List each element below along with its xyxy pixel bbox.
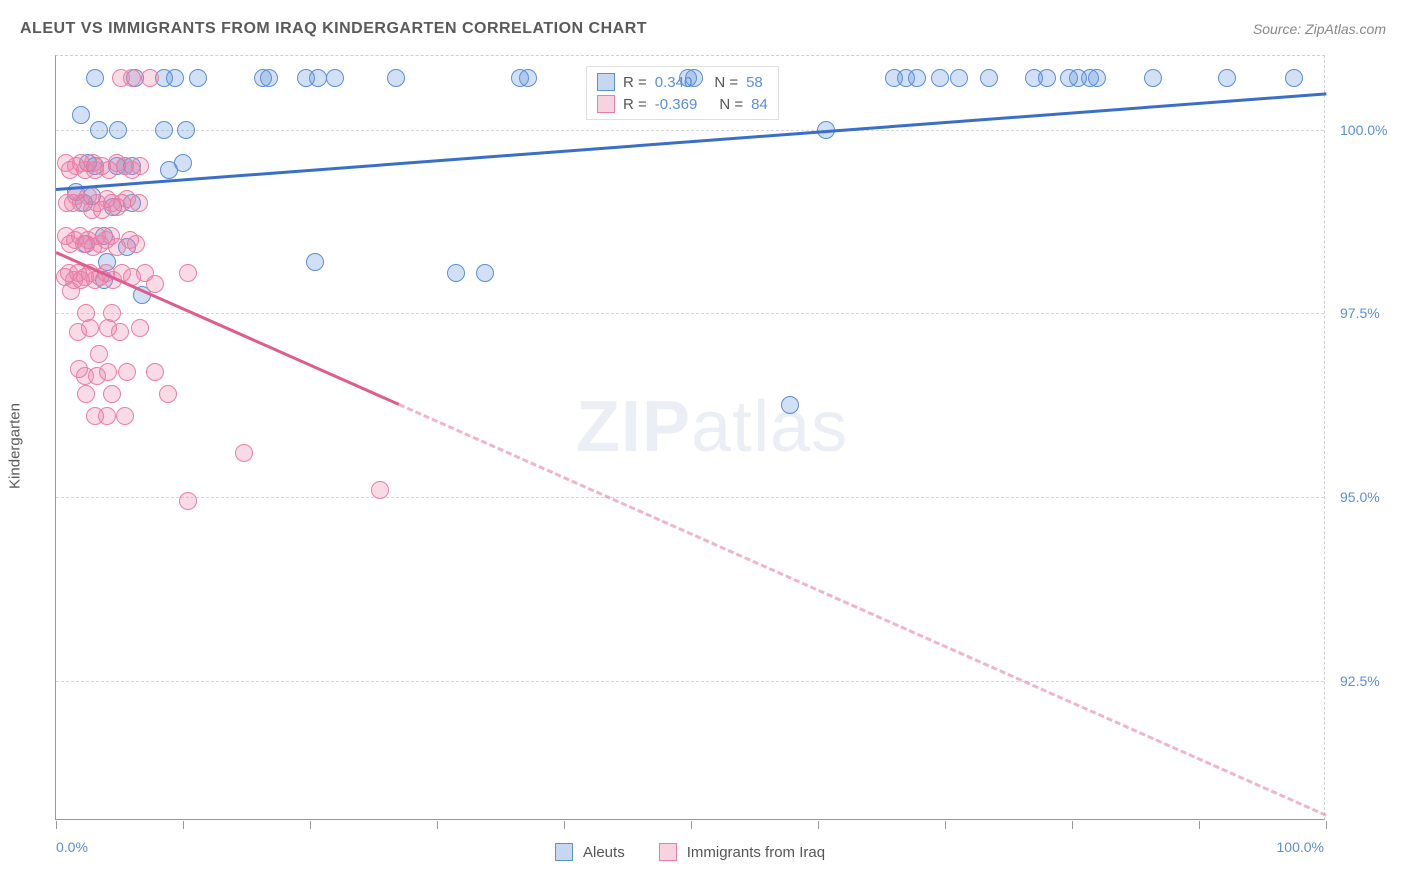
data-point	[1285, 69, 1303, 87]
watermark-strong: ZIP	[576, 387, 691, 467]
data-point	[99, 363, 117, 381]
x-tick-mark	[1326, 821, 1327, 829]
data-point	[111, 323, 129, 341]
legend-swatch	[597, 95, 615, 113]
plot-area: ZIPatlas R =0.340N =58R =-0.369N =84 92.…	[55, 55, 1325, 820]
x-tick-mark	[818, 821, 819, 829]
gridline-horizontal	[56, 130, 1324, 131]
data-point	[159, 385, 177, 403]
data-point	[72, 106, 90, 124]
legend-series-label: Immigrants from Iraq	[687, 844, 825, 861]
regression-line-dashed	[398, 403, 1326, 817]
watermark-light: atlas	[691, 387, 848, 467]
data-point	[908, 69, 926, 87]
gridline-horizontal	[56, 313, 1324, 314]
r-label: R =	[623, 74, 647, 91]
y-axis-label: Kindergarten	[7, 403, 24, 489]
data-point	[118, 363, 136, 381]
x-tick-mark	[945, 821, 946, 829]
x-tick-mark	[1199, 821, 1200, 829]
data-point	[235, 444, 253, 462]
data-point	[90, 121, 108, 139]
data-point	[950, 69, 968, 87]
legend-swatch	[597, 73, 615, 91]
data-point	[306, 253, 324, 271]
r-label: R =	[623, 96, 647, 113]
legend-swatch	[555, 843, 573, 861]
r-value: -0.369	[655, 96, 698, 113]
data-point	[103, 385, 121, 403]
chart-header: ALEUT VS IMMIGRANTS FROM IRAQ KINDERGART…	[20, 20, 1386, 38]
x-tick-mark	[1072, 821, 1073, 829]
data-point	[90, 345, 108, 363]
data-point	[519, 69, 537, 87]
plot-wrapper: ZIPatlas R =0.340N =58R =-0.369N =84 92.…	[55, 55, 1385, 845]
n-value: 58	[746, 74, 763, 91]
data-point	[98, 407, 116, 425]
data-point	[177, 121, 195, 139]
x-tick-mark	[56, 821, 57, 829]
y-tick-label: 92.5%	[1340, 673, 1380, 689]
x-tick-label: 0.0%	[56, 839, 88, 855]
data-point	[1038, 69, 1056, 87]
y-tick-label: 95.0%	[1340, 489, 1380, 505]
legend-series-label: Aleuts	[583, 844, 625, 861]
data-point	[179, 264, 197, 282]
n-label: N =	[719, 96, 743, 113]
data-point	[476, 264, 494, 282]
data-point	[309, 69, 327, 87]
data-point	[109, 121, 127, 139]
data-point	[141, 69, 159, 87]
watermark: ZIPatlas	[576, 386, 848, 468]
data-point	[146, 363, 164, 381]
data-point	[931, 69, 949, 87]
data-point	[77, 385, 95, 403]
data-point	[189, 69, 207, 87]
data-point	[1144, 69, 1162, 87]
data-point	[781, 396, 799, 414]
data-point	[123, 69, 141, 87]
data-point	[1088, 69, 1106, 87]
data-point	[371, 481, 389, 499]
data-point	[260, 69, 278, 87]
data-point	[130, 194, 148, 212]
data-point	[387, 69, 405, 87]
data-point	[326, 69, 344, 87]
data-point	[1218, 69, 1236, 87]
data-point	[447, 264, 465, 282]
chart-title: ALEUT VS IMMIGRANTS FROM IRAQ KINDERGART…	[20, 20, 647, 38]
data-point	[127, 235, 145, 253]
legend-series: Aleuts Immigrants from Iraq	[555, 843, 849, 861]
source-attribution: Source: ZipAtlas.com	[1253, 21, 1386, 37]
legend-swatch	[659, 843, 677, 861]
n-value: 84	[751, 96, 768, 113]
data-point	[116, 407, 134, 425]
y-tick-label: 100.0%	[1340, 122, 1387, 138]
data-point	[86, 69, 104, 87]
data-point	[146, 275, 164, 293]
gridline-horizontal	[56, 497, 1324, 498]
n-label: N =	[714, 74, 738, 91]
y-tick-label: 97.5%	[1340, 305, 1380, 321]
x-tick-mark	[310, 821, 311, 829]
data-point	[980, 69, 998, 87]
x-tick-mark	[183, 821, 184, 829]
data-point	[155, 121, 173, 139]
x-tick-label: 100.0%	[1277, 839, 1324, 855]
legend-stats-row: R = -0.369 N = 84	[597, 93, 768, 115]
data-point	[131, 319, 149, 337]
x-tick-mark	[564, 821, 565, 829]
data-point	[131, 157, 149, 175]
data-point	[81, 319, 99, 337]
x-tick-mark	[437, 821, 438, 829]
data-point	[174, 154, 192, 172]
data-point	[685, 69, 703, 87]
data-point	[166, 69, 184, 87]
data-point	[62, 282, 80, 300]
data-point	[179, 492, 197, 510]
x-tick-mark	[691, 821, 692, 829]
gridline-horizontal	[56, 681, 1324, 682]
